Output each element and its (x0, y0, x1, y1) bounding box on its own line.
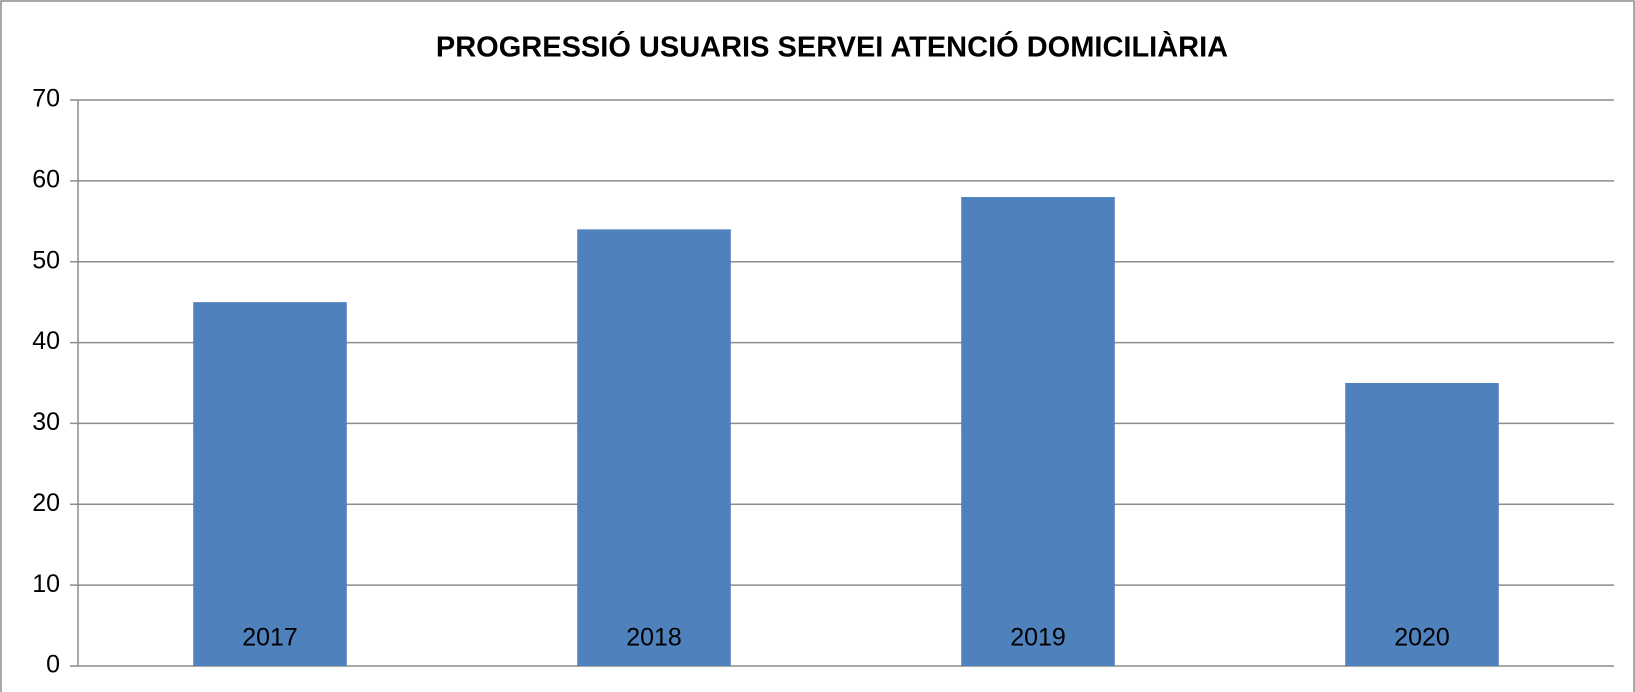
chart-title: PROGRESSIÓ USUARIS SERVEI ATENCIÓ DOMICI… (436, 30, 1228, 64)
bar (1345, 383, 1499, 666)
y-tick-label: 70 (32, 85, 60, 113)
bar (577, 229, 731, 666)
x-tick-label: 2020 (1394, 624, 1450, 652)
y-tick-label: 20 (32, 489, 60, 517)
y-tick-label: 40 (32, 327, 60, 355)
x-tick-label: 2019 (1010, 624, 1066, 652)
bar (961, 197, 1115, 666)
y-tick-label: 30 (32, 408, 60, 436)
y-tick-label: 50 (32, 246, 60, 274)
x-tick-label: 2017 (242, 624, 298, 652)
bar (193, 302, 347, 666)
y-tick-label: 60 (32, 165, 60, 193)
y-tick-label: 10 (32, 570, 60, 598)
y-tick-label: 0 (46, 651, 60, 679)
x-tick-label: 2018 (626, 624, 682, 652)
